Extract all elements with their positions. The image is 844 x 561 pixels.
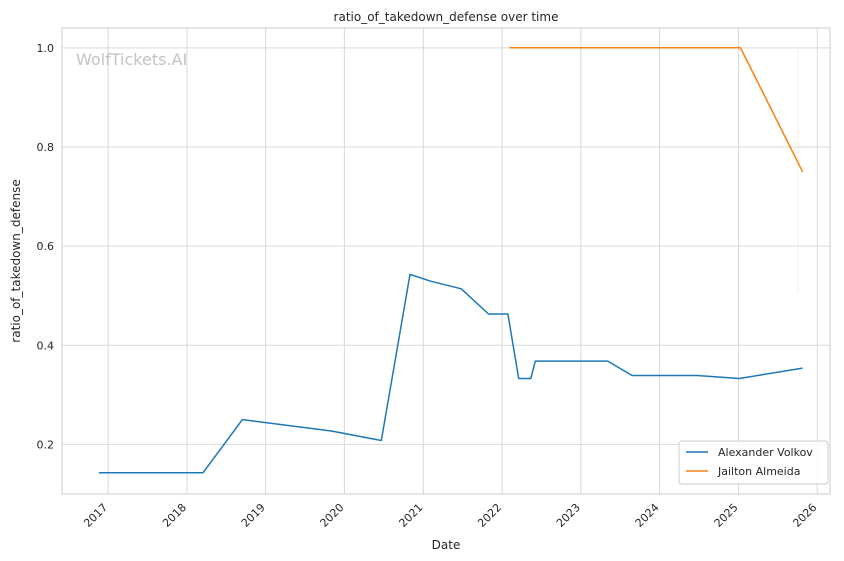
y-tick-label: 0.4 — [37, 339, 55, 352]
x-tick-label: 2017 — [81, 501, 110, 530]
chart-title: ratio_of_takedown_defense over time — [334, 10, 559, 24]
x-tick-labels: 2017 2018 2019 2020 2021 2022 2023 2024 2025 2026 — [81, 501, 819, 530]
x-tick-label: 2020 — [318, 501, 347, 530]
x-tick-label: 2019 — [239, 501, 268, 530]
plot-frame — [61, 27, 831, 495]
legend-box — [678, 440, 829, 485]
x-tick-label: 2023 — [554, 501, 583, 530]
x-tick-label: 2026 — [790, 501, 819, 530]
y-tick-label: 0.6 — [37, 240, 55, 253]
series-line-jailton-almeida — [509, 47, 804, 173]
x-tick-label: 2024 — [633, 501, 662, 530]
watermark-logo: WolfTickets.AI — [76, 50, 187, 69]
x-tick-label: 2022 — [475, 501, 504, 530]
x-tick-label: 2021 — [396, 501, 425, 530]
grid — [62, 28, 830, 494]
x-axis-label: Date — [432, 538, 461, 552]
series-line-alexander-volkov — [98, 273, 803, 474]
y-tick-label: 0.8 — [37, 141, 55, 154]
x-tick-label: 2025 — [712, 501, 741, 530]
y-tick-label: 0.2 — [37, 438, 55, 451]
series-lines — [98, 47, 804, 474]
legend-label-jailton-almeida: Jailton Almeida — [717, 465, 800, 478]
legend: Alexander Volkov Jailton Almeida — [678, 440, 829, 485]
y-tick-label: 1.0 — [37, 42, 55, 55]
y-tick-labels: 0.2 0.4 0.6 0.8 1.0 — [37, 42, 55, 452]
y-axis-label: ratio_of_takedown_defense — [9, 179, 23, 342]
legend-label-alexander-volkov: Alexander Volkov — [718, 446, 813, 459]
x-tick-label: 2018 — [160, 501, 189, 530]
